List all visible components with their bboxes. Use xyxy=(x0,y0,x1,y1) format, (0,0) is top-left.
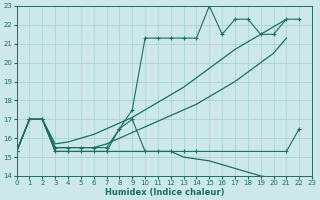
X-axis label: Humidex (Indice chaleur): Humidex (Indice chaleur) xyxy=(105,188,224,197)
